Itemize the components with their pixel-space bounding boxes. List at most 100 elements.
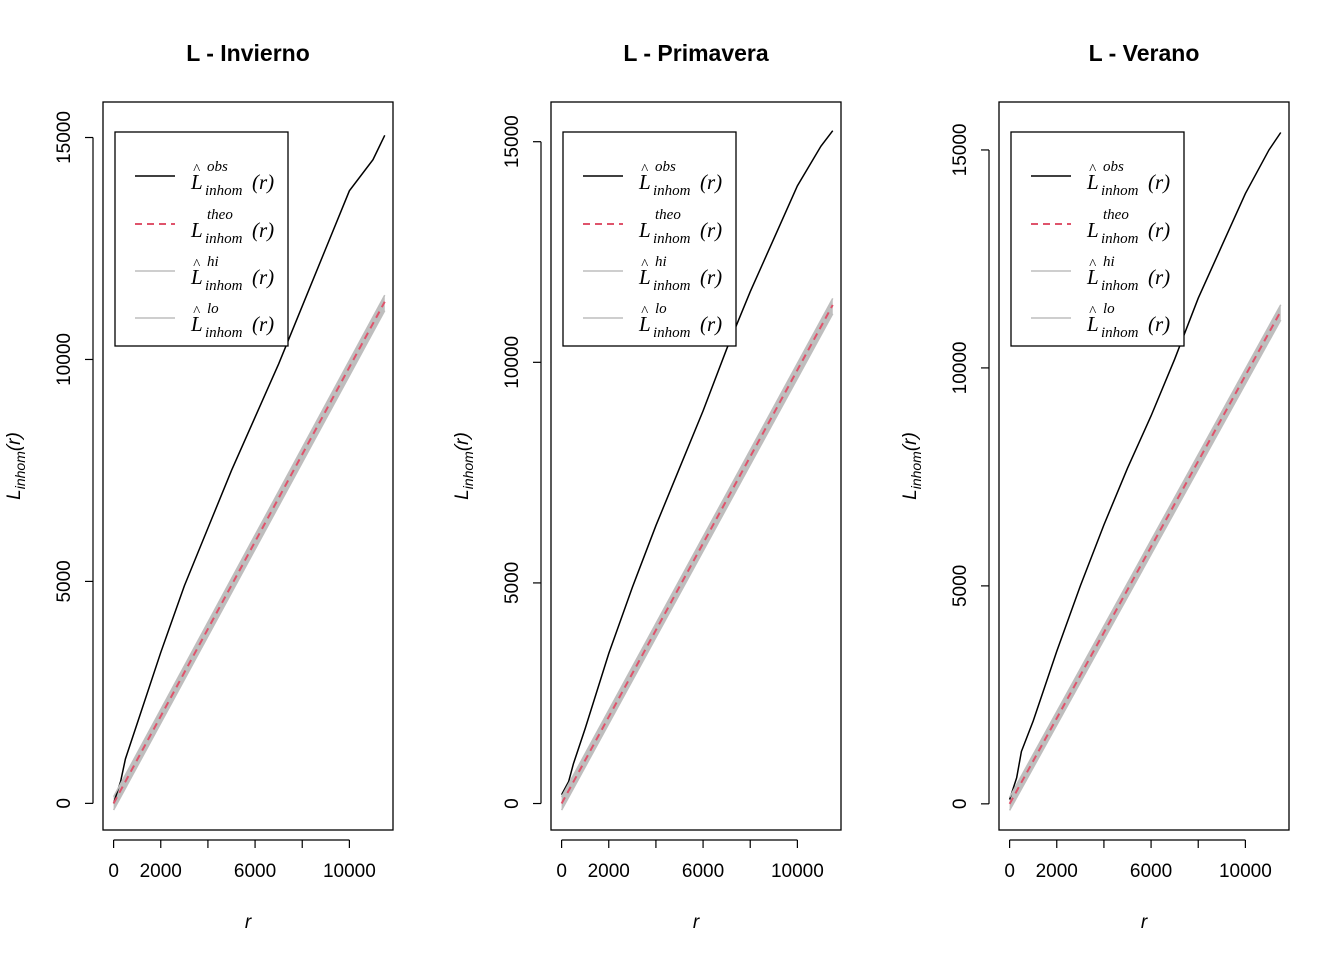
legend-subscript: inhom: [1101, 183, 1139, 199]
series-lo-line: [112, 310, 386, 811]
legend-subscript: inhom: [205, 231, 243, 247]
legend-symbol: L: [190, 170, 203, 194]
legend-hat: ^: [193, 304, 201, 320]
legend-symbol: L: [638, 265, 651, 289]
legend-subscript: inhom: [653, 325, 691, 341]
legend-hat: ^: [641, 304, 649, 320]
legend-argument: (r): [252, 218, 274, 242]
legend-argument: (r): [252, 170, 274, 194]
plot-frame: [102, 101, 394, 831]
series-obs-line: [112, 134, 386, 804]
chart-title: L - Primavera: [623, 40, 769, 66]
y-axis-label: Linhom(r): [900, 432, 924, 500]
chart-title: L - Verano: [1089, 40, 1200, 66]
x-tick-label: 6000: [1130, 861, 1172, 882]
legend-argument: (r): [252, 265, 274, 289]
envelope-band: [561, 298, 833, 811]
chart-panel-1: L - Invierno 0 2000 6000 10000 r 0 5000 10000 150…: [4, 40, 394, 933]
y-tick-label: 5000: [950, 565, 971, 607]
series-hi-line: [560, 297, 834, 798]
legend-superscript: obs: [655, 159, 676, 175]
x-tick-label: 6000: [682, 861, 724, 882]
legend-hat: ^: [193, 257, 201, 273]
chart-panel-2: L - Primavera 0 2000 6000 10000 r 0 5000 10000 15…: [452, 40, 842, 933]
legend-box: [114, 131, 289, 347]
y-tick-label: 0: [54, 798, 75, 809]
legend-superscript: theo: [1103, 207, 1129, 223]
legend-argument: (r): [700, 170, 722, 194]
y-axis-label: Linhom(r): [452, 432, 476, 500]
x-tick-label: 10000: [1219, 861, 1272, 882]
y-tick-label: 10000: [54, 333, 75, 386]
y-tick-label: 5000: [54, 560, 75, 602]
x-tick-label: 10000: [771, 861, 824, 882]
legend-superscript: obs: [207, 159, 228, 175]
legend-hat: ^: [641, 257, 649, 273]
series-obs-line: [1008, 132, 1282, 800]
legend-argument: (r): [1148, 265, 1170, 289]
x-axis-label: r: [693, 912, 700, 933]
x-tick-label: 6000: [234, 861, 276, 882]
legend-subscript: inhom: [653, 231, 691, 247]
legend-superscript: hi: [1103, 254, 1115, 270]
legend-argument: (r): [700, 218, 722, 242]
series-theo-line: [1008, 310, 1282, 805]
legend-symbol: L: [638, 312, 651, 336]
x-tick-label: 0: [1004, 861, 1015, 882]
legend-argument: (r): [1148, 312, 1170, 336]
y-tick-label: 10000: [950, 341, 971, 394]
legend-subscript: inhom: [205, 183, 243, 199]
chart-panel-3: L - Verano 0 2000 6000 10000 r 0 5000 10000 15000…: [900, 40, 1290, 933]
chart-title: L - Invierno: [186, 40, 310, 66]
legend-superscript: lo: [207, 301, 219, 317]
series-hi-line: [112, 294, 386, 798]
x-tick-label: 0: [556, 861, 567, 882]
series-hi-line: [1008, 304, 1282, 798]
legend-hat: ^: [641, 162, 649, 178]
legend-subscript: inhom: [653, 278, 691, 294]
legend-symbol: L: [1086, 265, 1099, 289]
plot-frame: [998, 101, 1290, 831]
legend-superscript: lo: [655, 301, 667, 317]
y-tick-label: 15000: [54, 111, 75, 164]
legend-symbol: L: [1086, 218, 1099, 242]
legend-symbol: L: [1086, 312, 1099, 336]
x-tick-label: 2000: [1036, 861, 1078, 882]
y-tick-label: 0: [950, 799, 971, 810]
x-tick-label: 2000: [588, 861, 630, 882]
legend-symbol: L: [638, 218, 651, 242]
legend-hat: ^: [1089, 162, 1097, 178]
legend-box: [1010, 131, 1185, 347]
legend-subscript: inhom: [205, 278, 243, 294]
legend-superscript: theo: [207, 207, 233, 223]
y-tick-label: 15000: [950, 124, 971, 177]
legend-superscript: obs: [1103, 159, 1124, 175]
x-axis-label: r: [1141, 912, 1148, 933]
legend-argument: (r): [1148, 218, 1170, 242]
legend-symbol: L: [190, 312, 203, 336]
x-tick-label: 10000: [323, 861, 376, 882]
series-theo-line: [560, 304, 834, 805]
legend-subscript: inhom: [653, 183, 691, 199]
series-lo-line: [560, 313, 834, 811]
x-tick-label: 2000: [140, 861, 182, 882]
legend-subscript: inhom: [205, 325, 243, 341]
series-lo-line: [1008, 319, 1282, 811]
y-tick-label: 5000: [502, 562, 523, 604]
legend-symbol: L: [190, 218, 203, 242]
legend-hat: ^: [193, 162, 201, 178]
legend-superscript: theo: [655, 207, 681, 223]
series-obs-line: [560, 130, 834, 796]
legend-argument: (r): [700, 312, 722, 336]
legend-box: [562, 131, 737, 347]
legend-superscript: hi: [655, 254, 667, 270]
y-tick-label: 10000: [502, 336, 523, 389]
legend-subscript: inhom: [1101, 325, 1139, 341]
legend-symbol: L: [1086, 170, 1099, 194]
legend-argument: (r): [1148, 170, 1170, 194]
legend-hat: ^: [1089, 257, 1097, 273]
legend-symbol: L: [190, 265, 203, 289]
legend-subscript: inhom: [1101, 278, 1139, 294]
